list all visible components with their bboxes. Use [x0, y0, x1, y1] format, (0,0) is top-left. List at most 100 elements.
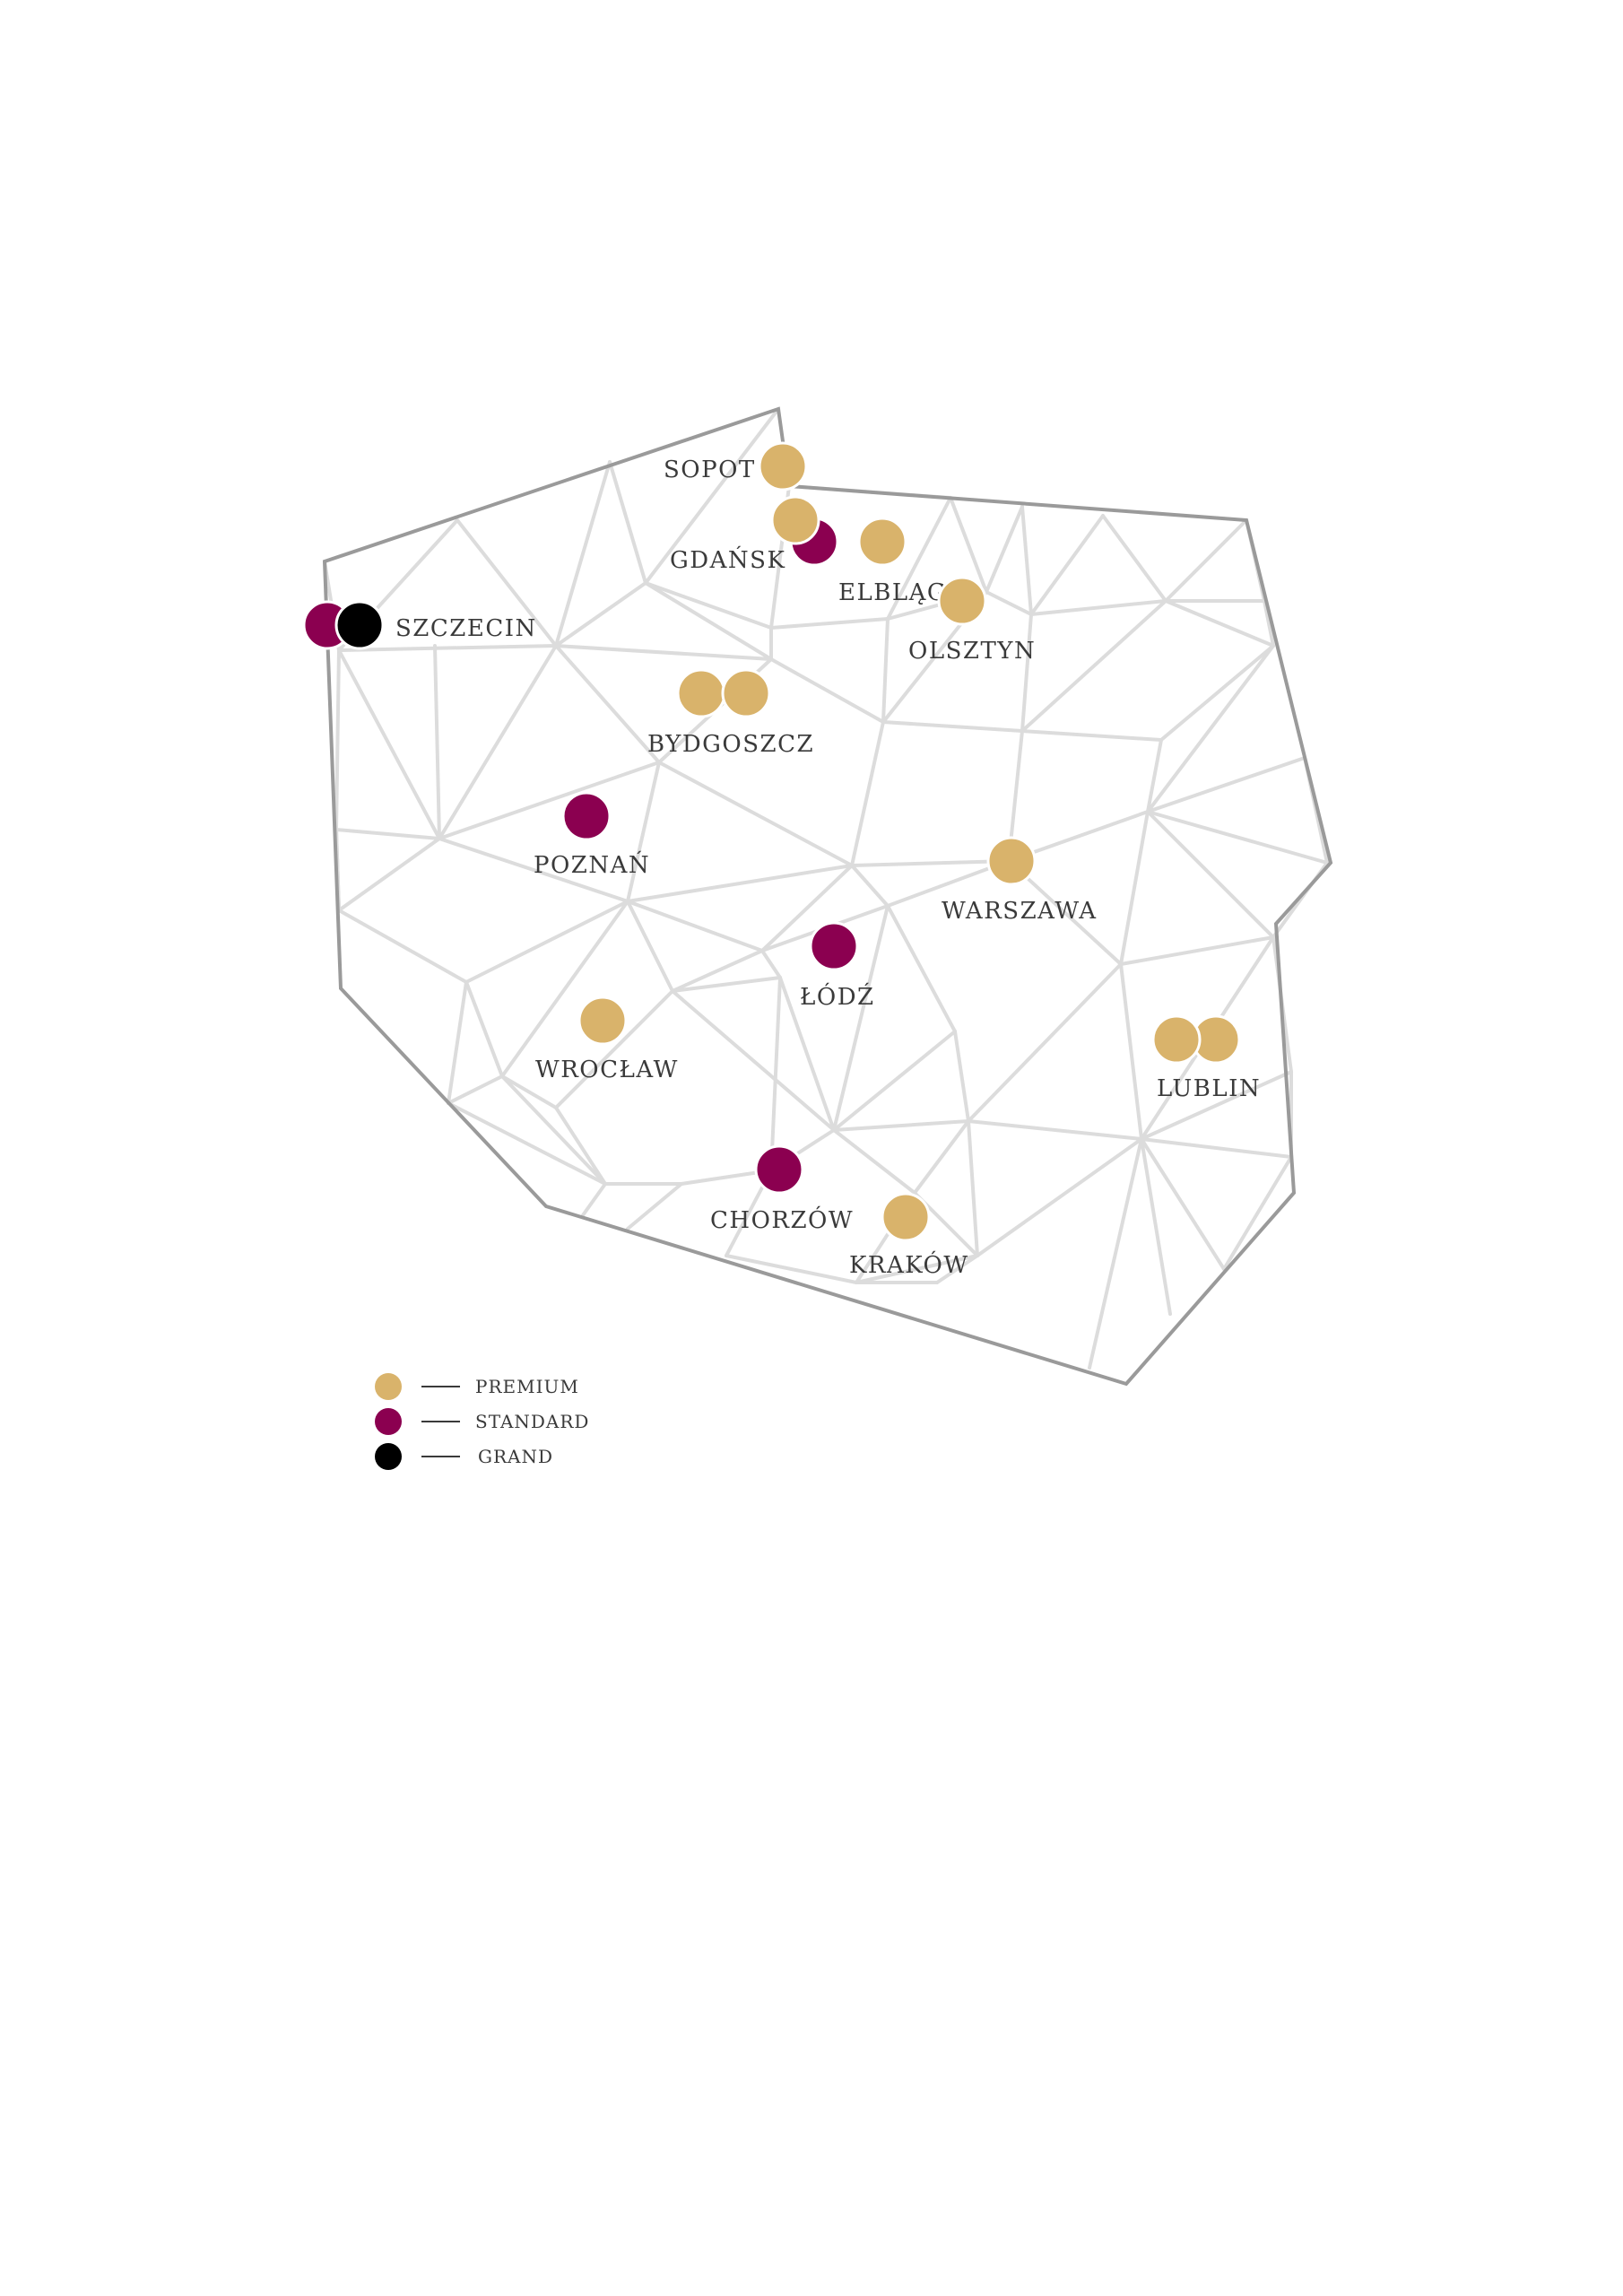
- mesh-line: [769, 617, 890, 630]
- mesh-line: [985, 590, 1033, 616]
- mesh-line: [1146, 738, 1163, 813]
- mesh-line: [334, 828, 441, 840]
- mesh-line: [464, 900, 629, 984]
- mesh-line: [1029, 599, 1167, 616]
- mesh-line: [1140, 1137, 1172, 1316]
- mesh-line: [881, 617, 890, 724]
- mesh-line: [1146, 756, 1306, 813]
- mesh-line: [608, 460, 647, 585]
- city-elblag[interactable]: ELBLĄG: [838, 517, 947, 606]
- premium-marker[interactable]: [937, 576, 987, 626]
- mesh-line: [832, 1030, 957, 1132]
- mesh-line: [1140, 1137, 1226, 1271]
- city-label-gdansk: GDAŃSK: [670, 545, 785, 574]
- mesh-line: [1119, 935, 1275, 966]
- mesh-line: [456, 518, 558, 648]
- mesh-line: [644, 581, 773, 661]
- mesh-line: [500, 900, 629, 1078]
- mesh-line: [554, 644, 661, 764]
- city-warszawa[interactable]: WARSZAWA: [942, 836, 1098, 925]
- mesh-line: [886, 496, 952, 621]
- city-olsztyn[interactable]: OLSZTYN: [908, 576, 1036, 665]
- mesh-line: [334, 648, 341, 831]
- city-sopot[interactable]: SOPOT: [664, 441, 808, 491]
- mesh-line: [337, 837, 441, 912]
- city-krakow[interactable]: KRAKÓW: [849, 1192, 969, 1279]
- mesh-line: [337, 909, 468, 984]
- mesh-line: [500, 1074, 558, 1109]
- mesh-line: [438, 644, 558, 840]
- premium-legend-dot: [375, 1373, 402, 1400]
- standard-marker[interactable]: [561, 791, 612, 841]
- city-label-lublin: LUBLIN: [1157, 1075, 1261, 1102]
- premium-marker[interactable]: [758, 441, 808, 491]
- premium-marker[interactable]: [857, 517, 907, 567]
- mesh-line: [832, 1128, 916, 1195]
- standard-legend-dot: [375, 1408, 402, 1435]
- premium-marker[interactable]: [770, 495, 820, 545]
- mesh-line: [438, 761, 661, 840]
- mesh-line: [337, 648, 441, 840]
- city-label-krakow: KRAKÓW: [849, 1250, 969, 1279]
- mesh-line: [554, 581, 647, 648]
- city-bydgoszcz[interactable]: BYDGOSZCZ: [647, 668, 814, 758]
- mesh-line: [832, 1119, 970, 1132]
- city-label-poznan: POZNAŃ: [534, 850, 650, 879]
- city-label-lodz: ŁÓDŹ: [800, 982, 875, 1011]
- mesh-line: [881, 720, 1024, 733]
- mesh-line: [581, 1182, 607, 1217]
- city-lodz[interactable]: ŁÓDŹ: [800, 921, 875, 1011]
- mesh-line: [949, 496, 988, 594]
- mesh-line: [1119, 962, 1143, 1141]
- mesh-line: [500, 1074, 607, 1186]
- mesh-line: [1164, 518, 1248, 603]
- premium-marker[interactable]: [721, 668, 771, 718]
- mesh-line: [778, 976, 836, 1132]
- mesh-line: [850, 859, 1011, 867]
- city-szczecin[interactable]: SZCZECIN: [302, 600, 537, 650]
- premium-marker[interactable]: [1151, 1014, 1202, 1065]
- mesh-line: [913, 1119, 970, 1195]
- premium-marker[interactable]: [676, 668, 726, 718]
- city-label-warszawa: WARSZAWA: [942, 898, 1098, 925]
- city-chorzow[interactable]: CHORZÓW: [710, 1144, 854, 1234]
- legend-label-grand: GRAND: [478, 1446, 553, 1467]
- mesh-line: [1029, 514, 1105, 616]
- mesh-line: [1140, 1070, 1293, 1141]
- mesh-line: [657, 761, 854, 867]
- city-poznan[interactable]: POZNAŃ: [534, 791, 650, 879]
- mesh-line: [1140, 1137, 1293, 1159]
- mesh-line: [554, 1106, 607, 1186]
- mesh-line: [1164, 599, 1275, 648]
- mesh-line: [1119, 810, 1150, 966]
- legend: PREMIUM STANDARD GRAND: [375, 1373, 588, 1470]
- city-label-sopot: SOPOT: [664, 457, 756, 483]
- mesh-line: [438, 837, 629, 903]
- mesh-line: [967, 1119, 1143, 1141]
- city-gdansk[interactable]: GDAŃSK: [670, 495, 839, 574]
- mesh-line: [855, 1254, 979, 1284]
- grand-marker[interactable]: [334, 600, 385, 650]
- mesh-line: [644, 581, 773, 630]
- mesh-line: [626, 1182, 683, 1231]
- premium-marker[interactable]: [881, 1192, 931, 1242]
- standard-marker[interactable]: [754, 1144, 804, 1195]
- mesh-line: [1146, 810, 1275, 939]
- mesh-line: [985, 505, 1024, 594]
- premium-marker[interactable]: [986, 836, 1037, 886]
- city-lublin[interactable]: LUBLIN: [1151, 1014, 1261, 1102]
- standard-marker[interactable]: [809, 921, 859, 971]
- mesh-line: [447, 980, 468, 1105]
- mesh-line: [1222, 1155, 1293, 1271]
- mesh-line: [1263, 599, 1275, 648]
- mesh-line: [626, 761, 661, 903]
- city-label-bydgoszcz: BYDGOSZCZ: [647, 731, 814, 758]
- mesh-line: [1159, 644, 1275, 742]
- mesh-line: [760, 949, 782, 979]
- city-label-szczecin: SZCZECIN: [395, 615, 537, 642]
- premium-marker[interactable]: [577, 996, 628, 1046]
- mesh-line: [671, 949, 764, 993]
- mesh-line: [1020, 613, 1033, 733]
- legend-label-premium: PREMIUM: [475, 1376, 579, 1397]
- city-wroclaw[interactable]: WROCŁAW: [535, 996, 679, 1083]
